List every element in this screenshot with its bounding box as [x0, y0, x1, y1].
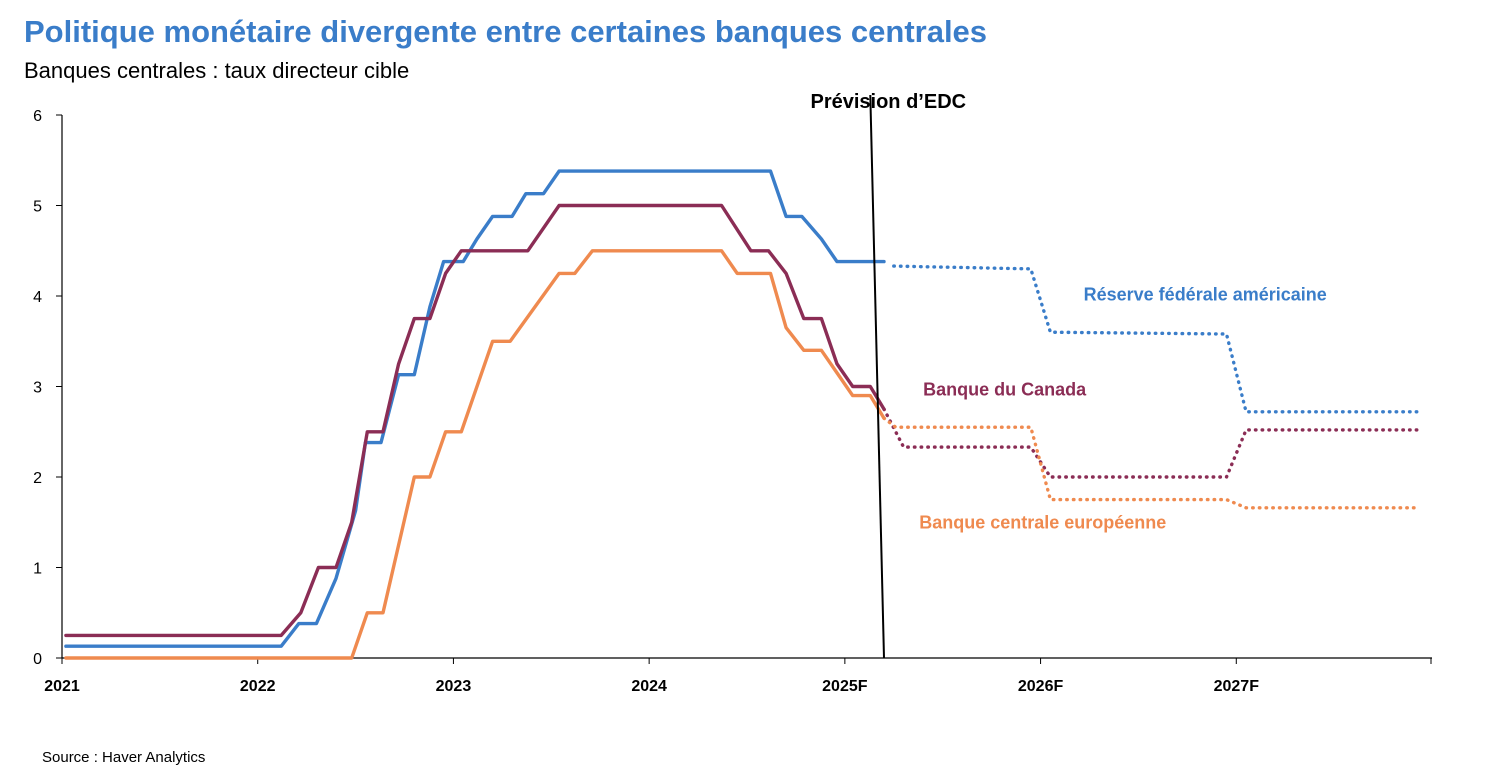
forecast-label: Prévision d’EDC [810, 91, 966, 113]
y-tick-label: 2 [33, 470, 42, 487]
y-tick-label: 3 [33, 380, 42, 397]
y-tick-label: 5 [33, 199, 42, 216]
source-note: Source : Haver Analytics [42, 749, 206, 766]
chart-subtitle: Banques centrales : taux directeur cible [24, 58, 410, 83]
x-tick-label: 2024 [631, 678, 667, 695]
series-label-1: Banque du Canada [923, 380, 1087, 400]
x-tick-label: 2023 [436, 678, 472, 695]
x-tick-label: 2025F [822, 678, 868, 695]
series-line-forecast-1 [882, 407, 1421, 479]
series-line-actual-2 [64, 249, 886, 660]
x-tick-label: 2027F [1214, 678, 1260, 695]
y-tick-label: 0 [33, 651, 42, 668]
annotations-layer: Réserve fédérale américaine Banque du Can… [810, 91, 1327, 659]
x-tick-label: 2022 [240, 678, 276, 695]
series-layer [64, 169, 1421, 660]
series-line-forecast-2 [882, 416, 1421, 510]
y-tick-label: 6 [33, 108, 42, 125]
x-tick-label: 2026F [1018, 678, 1064, 695]
series-line-actual-1 [64, 203, 886, 638]
x-tick-label: 2021 [44, 678, 80, 695]
series-label-2: Banque centrale européenne [919, 513, 1166, 533]
chart-title: Politique monétaire divergente entre cer… [24, 14, 988, 49]
series-line-forecast-0 [892, 264, 1421, 414]
y-tick-label: 1 [33, 561, 42, 578]
series-label-0: Réserve fédérale américaine [1084, 285, 1327, 305]
y-tick-label: 4 [33, 289, 42, 306]
series-line-actual-0 [64, 169, 886, 648]
forecast-divider-line [869, 94, 885, 659]
chart-axes: 0 1 2 3 4 5 6 2021 2022 2023 2024 2025F 2026F 2027F [33, 108, 1432, 695]
